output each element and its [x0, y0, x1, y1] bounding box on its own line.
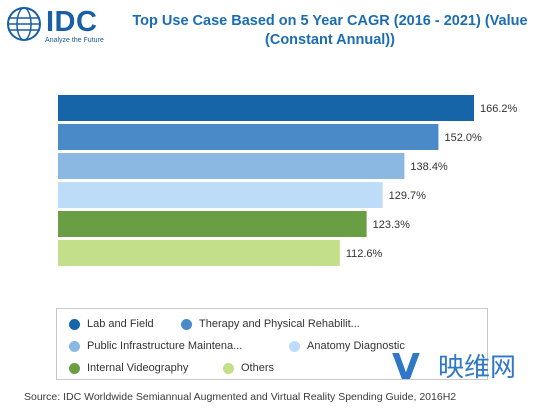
- legend-dot-icon: [289, 341, 300, 352]
- legend-dot-icon: [69, 319, 80, 330]
- bar-value-label-1: 166.2%: [480, 103, 518, 115]
- legend-label: Therapy and Physical Rehabilit...: [199, 318, 360, 330]
- bar-2: [58, 124, 439, 150]
- globe-icon: [7, 7, 41, 41]
- bar-1: [58, 95, 474, 121]
- bar-value-label-5: 123.3%: [373, 219, 411, 231]
- watermark-letter: V: [392, 347, 420, 388]
- chart-title: Top Use Case Based on 5 Year CAGR (2016 …: [132, 13, 528, 48]
- bar-value-label-2: 152.0%: [444, 132, 482, 144]
- legend-dot-icon: [69, 363, 80, 374]
- source-note: Source: IDC Worldwide Semiannual Augment…: [24, 391, 457, 403]
- legend-label: Others: [241, 362, 275, 374]
- bar-chart: 166.2% 152.0% 138.4% 129.7% 123.3% 112.6%: [58, 95, 518, 266]
- legend-label: Internal Videography: [87, 362, 189, 374]
- bar-3: [58, 153, 405, 179]
- chart-legend: Lab and Field Therapy and Physical Rehabi…: [56, 308, 488, 380]
- bar-value-label-4: 129.7%: [389, 190, 427, 202]
- watermark-logo: V 映维网: [392, 348, 548, 388]
- idc-logo: IDC Analyze the Future: [6, 4, 116, 48]
- legend-label: Anatomy Diagnostic: [307, 340, 405, 352]
- logo-tagline: Analyze the Future: [45, 37, 104, 44]
- bar-value-label-3: 138.4%: [410, 161, 448, 173]
- bar-4: [58, 182, 383, 208]
- logo-text: IDC: [46, 6, 98, 38]
- bar-5: [58, 211, 367, 237]
- legend-dot-icon: [223, 363, 234, 374]
- legend-label: Lab and Field: [87, 318, 154, 330]
- legend-dot-icon: [69, 341, 80, 352]
- bar-6: [58, 240, 340, 266]
- watermark-text: 映维网: [438, 353, 517, 383]
- legend-label: Public Infrastructure Maintena...: [87, 340, 243, 352]
- legend-dot-icon: [181, 319, 192, 330]
- bar-value-label-6: 112.6%: [346, 248, 383, 260]
